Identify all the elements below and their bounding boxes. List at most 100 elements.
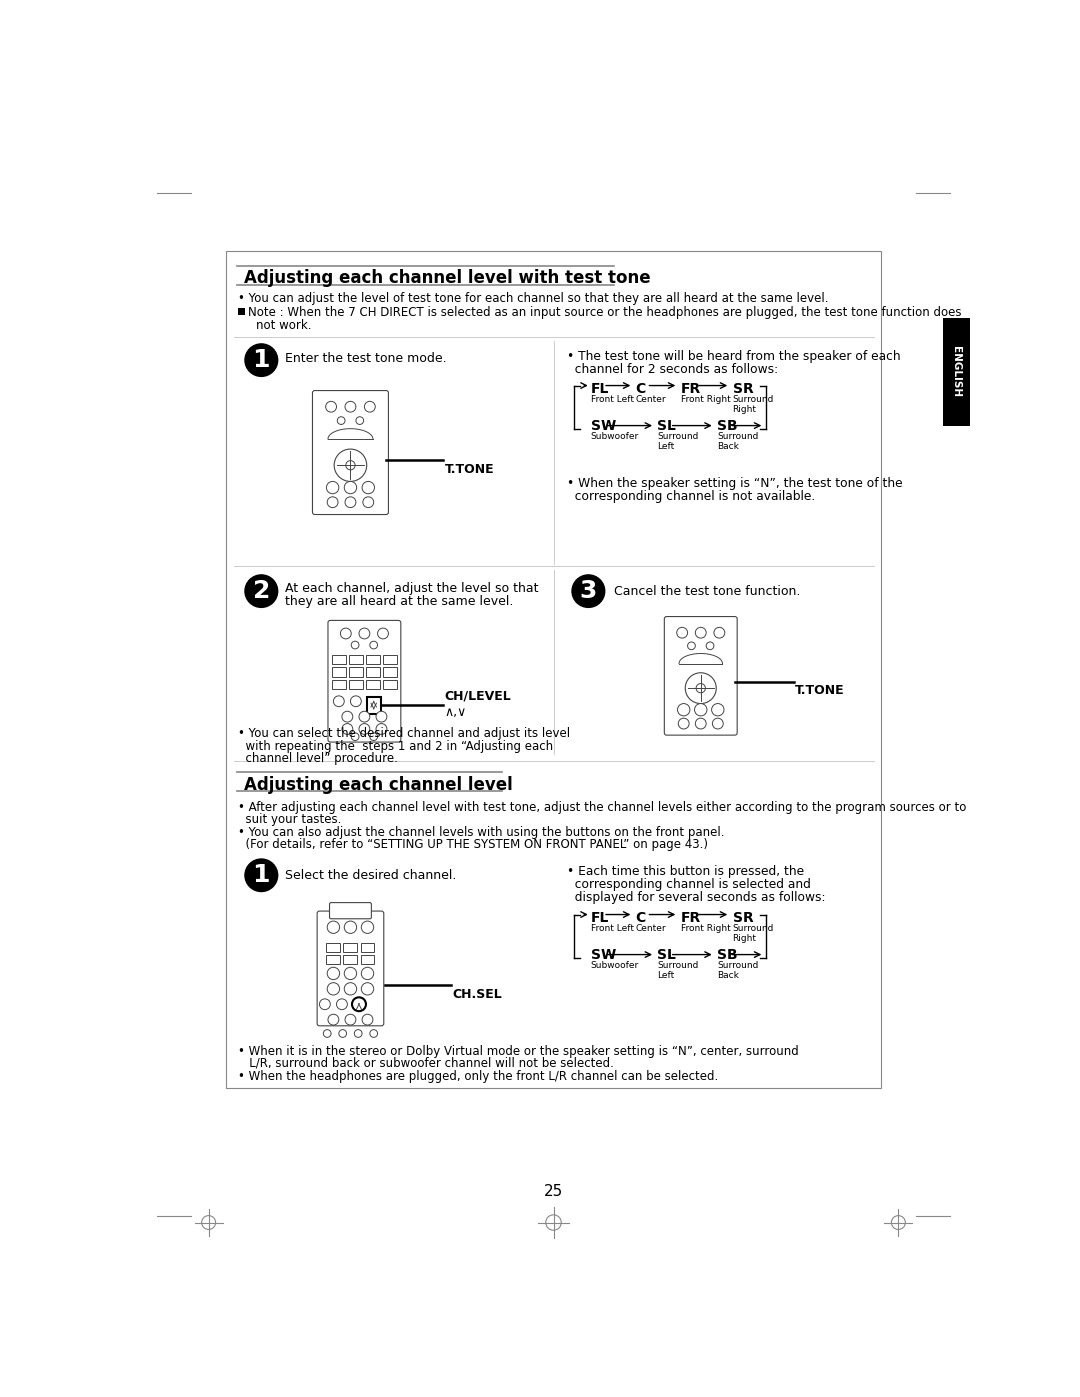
- Text: corresponding channel is selected and: corresponding channel is selected and: [567, 879, 811, 891]
- Circle shape: [363, 497, 374, 507]
- Bar: [332, 655, 346, 665]
- Circle shape: [337, 416, 345, 425]
- Circle shape: [362, 921, 374, 933]
- FancyBboxPatch shape: [664, 616, 738, 735]
- Circle shape: [345, 967, 356, 979]
- Text: Surround
Left: Surround Left: [658, 961, 699, 981]
- Text: Surround
Right: Surround Right: [732, 395, 774, 414]
- Text: with repeating the  steps 1 and 2 in “Adjusting each: with repeating the steps 1 and 2 in “Adj…: [238, 740, 553, 753]
- Circle shape: [326, 482, 339, 493]
- Bar: [343, 956, 357, 964]
- Circle shape: [346, 461, 355, 469]
- Text: 3: 3: [580, 580, 597, 604]
- Text: Front Left: Front Left: [591, 395, 634, 404]
- Text: 1: 1: [253, 863, 270, 887]
- Circle shape: [359, 711, 369, 722]
- Circle shape: [369, 641, 378, 648]
- Circle shape: [340, 629, 351, 638]
- Text: • You can adjust the level of test tone for each channel so that they are all he: • You can adjust the level of test tone …: [238, 292, 828, 306]
- Circle shape: [354, 1030, 362, 1038]
- Circle shape: [337, 999, 348, 1010]
- Text: T.TONE: T.TONE: [445, 462, 495, 475]
- Bar: [343, 943, 357, 951]
- Bar: [366, 655, 380, 665]
- Circle shape: [327, 497, 338, 507]
- Circle shape: [244, 858, 279, 893]
- Text: Select the desired channel.: Select the desired channel.: [284, 869, 456, 882]
- Text: • You can select the desired channel and adjust its level: • You can select the desired channel and…: [238, 728, 570, 740]
- Circle shape: [369, 733, 378, 740]
- Bar: [332, 680, 346, 689]
- Circle shape: [713, 718, 724, 729]
- Text: SW: SW: [591, 949, 616, 963]
- Circle shape: [364, 401, 375, 412]
- Circle shape: [345, 982, 356, 995]
- Bar: [383, 680, 397, 689]
- Text: T.TONE: T.TONE: [795, 685, 845, 697]
- Text: Surround
Back: Surround Back: [717, 961, 758, 981]
- Text: SW: SW: [591, 419, 616, 433]
- Text: FR: FR: [680, 911, 701, 925]
- Text: SR: SR: [732, 383, 753, 397]
- Text: SB: SB: [717, 949, 738, 963]
- Circle shape: [678, 718, 689, 729]
- Text: Center: Center: [636, 395, 666, 404]
- Text: Surround
Back: Surround Back: [717, 432, 758, 451]
- Circle shape: [323, 1030, 332, 1038]
- Circle shape: [334, 448, 367, 482]
- Text: 1: 1: [253, 348, 270, 372]
- Text: Adjusting each channel level: Adjusting each channel level: [243, 775, 512, 793]
- Circle shape: [328, 1014, 339, 1025]
- Text: FL: FL: [591, 911, 609, 925]
- Text: • When it is in the stereo or Dolby Virtual mode or the speaker setting is “N”, : • When it is in the stereo or Dolby Virt…: [238, 1045, 799, 1058]
- Circle shape: [342, 724, 353, 735]
- Text: Surround
Right: Surround Right: [732, 923, 774, 943]
- Bar: [361, 956, 375, 964]
- Circle shape: [362, 1014, 373, 1025]
- Circle shape: [244, 574, 279, 608]
- Bar: [238, 307, 245, 314]
- Circle shape: [351, 641, 359, 648]
- FancyBboxPatch shape: [312, 391, 389, 514]
- Bar: [227, 251, 881, 1088]
- Bar: [366, 668, 380, 676]
- Bar: [332, 668, 346, 676]
- Text: FL: FL: [591, 383, 609, 397]
- Bar: [349, 680, 363, 689]
- Circle shape: [327, 982, 339, 995]
- Text: SB: SB: [717, 419, 738, 433]
- Text: Cancel the test tone function.: Cancel the test tone function.: [613, 585, 800, 598]
- Text: • The test tone will be heard from the speaker of each: • The test tone will be heard from the s…: [567, 351, 901, 363]
- Circle shape: [327, 967, 339, 979]
- Circle shape: [342, 711, 353, 722]
- Bar: [366, 680, 380, 689]
- Circle shape: [362, 967, 374, 979]
- Circle shape: [376, 711, 387, 722]
- Circle shape: [369, 1030, 378, 1038]
- Circle shape: [350, 696, 362, 707]
- Text: • Each time this button is pressed, the: • Each time this button is pressed, the: [567, 865, 805, 879]
- Text: displayed for several seconds as follows:: displayed for several seconds as follows…: [567, 891, 826, 904]
- Text: ∧,∨: ∧,∨: [444, 705, 467, 719]
- Circle shape: [345, 921, 356, 933]
- Text: C: C: [636, 383, 646, 397]
- Circle shape: [345, 401, 356, 412]
- Circle shape: [677, 704, 690, 715]
- Circle shape: [345, 497, 356, 507]
- Circle shape: [712, 704, 724, 715]
- Circle shape: [359, 629, 369, 638]
- Bar: [349, 668, 363, 676]
- Text: Front Right: Front Right: [680, 395, 730, 404]
- Text: channel level” procedure.: channel level” procedure.: [238, 752, 397, 766]
- Circle shape: [244, 344, 279, 377]
- Circle shape: [677, 627, 688, 638]
- Text: • When the speaker setting is “N”, the test tone of the: • When the speaker setting is “N”, the t…: [567, 478, 903, 490]
- Text: corresponding channel is not available.: corresponding channel is not available.: [567, 490, 815, 503]
- Circle shape: [326, 401, 337, 412]
- Text: Note : When the 7 CH DIRECT is selected as an input source or the headphones are: Note : When the 7 CH DIRECT is selected …: [248, 306, 961, 320]
- Text: 2: 2: [253, 580, 270, 604]
- Circle shape: [378, 629, 389, 638]
- Circle shape: [696, 718, 706, 729]
- Bar: [349, 655, 363, 665]
- Circle shape: [327, 921, 339, 933]
